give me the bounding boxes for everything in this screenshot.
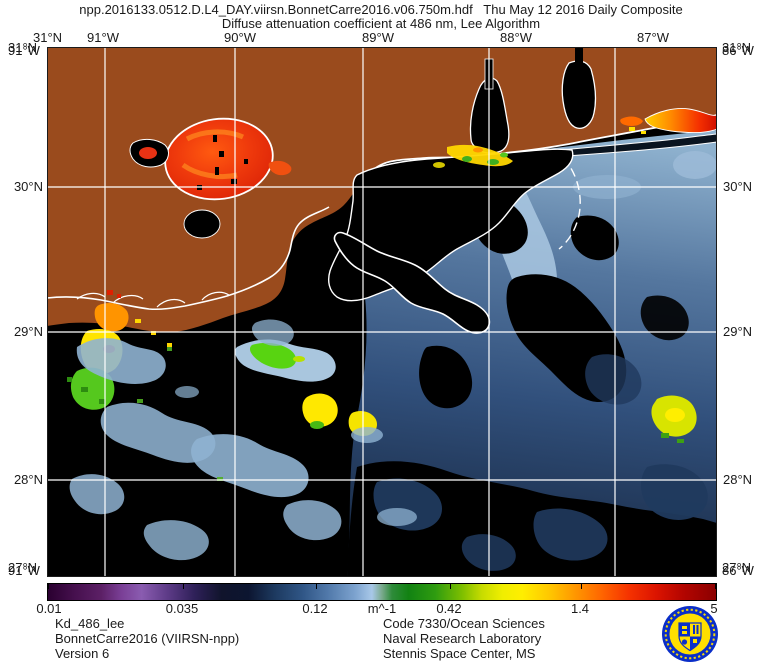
seal-shield [678,622,702,652]
axis-label-30n-right: 30°N [723,179,753,194]
axis-label-29n-left: 29°N [13,324,43,339]
midwater-high-kd-patches [302,393,697,443]
coastal-high-kd-east [620,108,717,134]
corner-label-tl-lat: 31°N [8,40,38,55]
axis-label-89w-top: 89°W [362,30,394,45]
deep-water-patches [373,354,708,571]
axis-label-91w-top: 91°W [87,30,119,45]
axis-label-29n-right: 29°N [723,324,753,339]
footer-code-office: Code 7330/Ocean Sciences [383,616,545,631]
colorbar-label-012: 0.12 [302,601,328,616]
map-canvas [47,47,717,577]
footer-mission-name: BonnetCarre2016 (VIIRSN-npp) [55,631,240,646]
footer-lab-info: Code 7330/Ocean Sciences Naval Research … [383,616,545,661]
footer-product-info: Kd_486_lee BonnetCarre2016 (VIIRSN-npp) … [55,616,239,661]
colorbar-label-042: 0.42 [436,601,462,616]
colorbar-units-label: m^-1 [367,601,397,616]
colorbar [47,583,717,601]
colorbar-tick [581,584,582,589]
graticule-gridlines [47,47,717,577]
mississippi-delta [333,231,491,334]
axis-label-90w-top: 90°W [224,30,256,45]
lake-pontchartrain [129,117,292,201]
footer-variable-name: Kd_486_lee [55,616,125,631]
mobile-bay [561,60,597,129]
plot-title-line1: npp.2016133.0512.D.L4_DAY.viirsn.BonnetC… [79,2,683,17]
axis-label-87w-top: 87°W [637,30,669,45]
map-border [47,47,717,577]
footer-lab-place: Stennis Space Center, MS [383,646,536,661]
plot-title-line2: Diffuse attenuation coefficient at 486 n… [221,16,541,31]
nrl-seal-logo [662,606,718,662]
corner-label-tr-lon: 86°W [722,43,754,58]
coastal-high-kd-sound [433,144,513,168]
lake-maurepas [183,209,221,239]
axis-label-28n-right: 28°N [723,472,753,487]
corner-label-tl-lon: 91°W [8,43,40,58]
corner-label-br-lon: 86°W [722,563,754,578]
colorbar-label-min: 0.01 [36,601,62,616]
colorbar-tick [316,584,317,589]
corner-label-tr-lat: 31°N [722,40,752,55]
axis-label-88w-top: 88°W [500,30,532,45]
corner-label-br-lat: 27°N [722,560,752,575]
footer-lab-name: Naval Research Laboratory [383,631,542,646]
footer-version: Version 6 [55,646,110,661]
colorbar-label-14: 1.4 [570,601,590,616]
scattered-water-patches [69,319,417,561]
chandeleur-islands [558,156,581,250]
colorbar-label-0035: 0.035 [165,601,199,616]
satellite-map [47,47,717,577]
colorbar-tick [715,584,716,589]
colorbar-tick [48,584,49,589]
barataria-plume [234,339,336,382]
colorbar-label-max: 5 [710,601,718,616]
axis-label-30n-left: 30°N [13,179,43,194]
west-lake-patch [139,147,157,159]
corner-label-bl-lat: 27°N [8,560,38,575]
colorbar-tick [450,584,451,589]
colorbar-tick [183,584,184,589]
axis-label-31n-top: 31°N [33,30,63,45]
coastline-louisiana [47,206,330,311]
axis-label-28n-left: 28°N [13,472,43,487]
corner-label-bl-lon: 91°W [8,563,40,578]
